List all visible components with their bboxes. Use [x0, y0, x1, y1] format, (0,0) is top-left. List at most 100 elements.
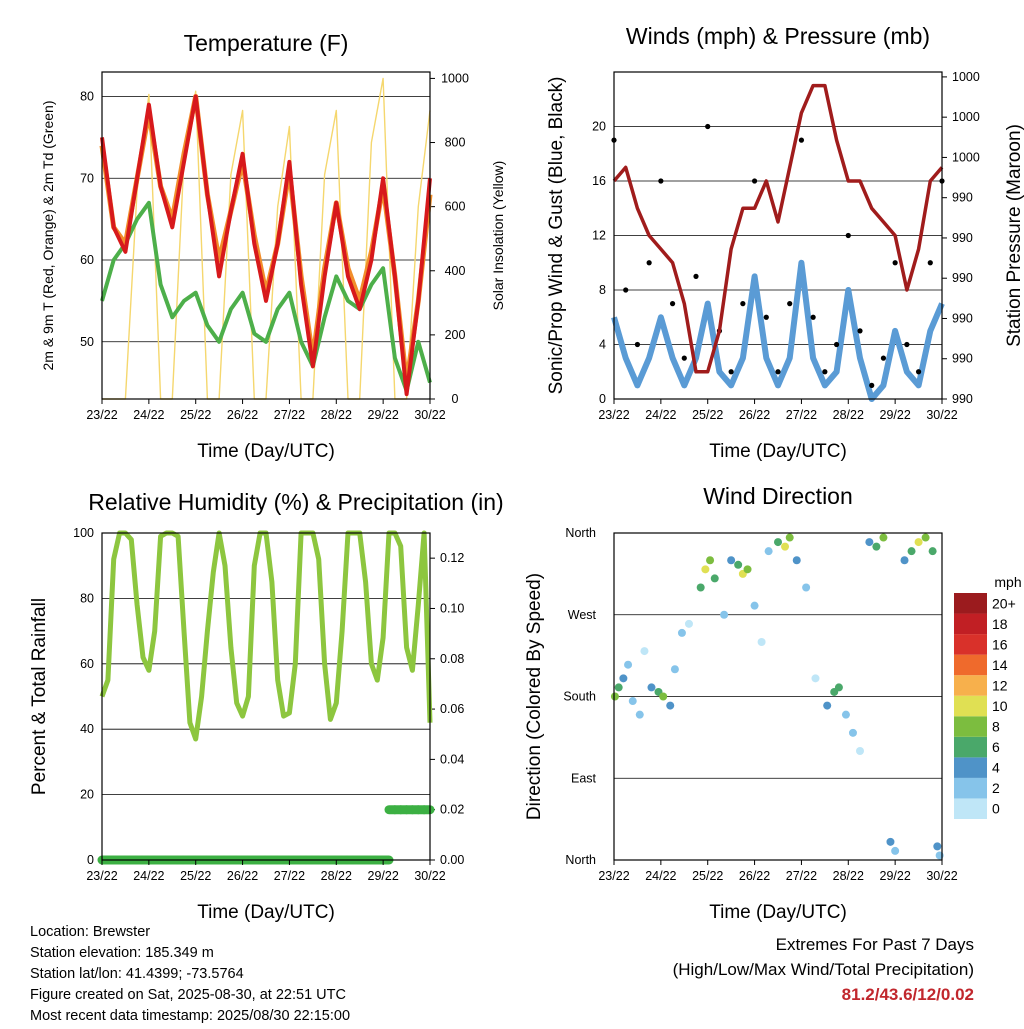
- x-tick-label: 23/22: [86, 869, 117, 883]
- x-tick-label: 28/22: [321, 869, 352, 883]
- y-tick-label: 16: [592, 174, 606, 188]
- colorbar-label: 0: [992, 801, 1000, 817]
- direction-point: [720, 610, 729, 619]
- direction-point: [706, 556, 715, 565]
- gust-point: [623, 287, 629, 293]
- colorbar-swatch: [954, 798, 987, 819]
- direction-point: [764, 547, 773, 556]
- x-axis-label: Time (Day/UTC): [197, 441, 335, 462]
- x-tick-label: 26/22: [227, 869, 258, 883]
- x-tick-label: 26/22: [227, 408, 258, 422]
- x-tick-label: 24/22: [645, 869, 676, 883]
- direction-point: [701, 565, 710, 574]
- direction-point: [933, 842, 942, 851]
- colorbar-label: 2: [992, 780, 1000, 796]
- direction-point: [792, 556, 801, 565]
- elevation-text: Station elevation: 185.349 m: [30, 945, 214, 961]
- colorbar-swatch: [954, 777, 987, 799]
- y2-tick-label: 1000: [952, 110, 980, 124]
- wind-series: [611, 259, 945, 402]
- colorbar-label: 16: [992, 636, 1008, 652]
- x-tick-label: 24/22: [645, 408, 676, 422]
- y-axis-label: 2m & 9m T (Red, Orange) & 2m Td (Green): [40, 101, 56, 371]
- gust-point: [634, 341, 641, 348]
- y2-tick-label: 600: [445, 200, 466, 214]
- y2-tick-label: 0.10: [440, 601, 464, 615]
- x-tick-label: 24/22: [133, 408, 164, 422]
- gust-point: [693, 273, 699, 279]
- direction-point: [865, 538, 874, 547]
- y-tick-label: 20: [592, 120, 606, 134]
- direction-point: [834, 683, 843, 692]
- direction-point: [841, 710, 850, 719]
- direction-point: [614, 683, 623, 692]
- direction-point: [659, 692, 668, 701]
- y2-tick-label: 0.06: [440, 702, 464, 716]
- x-tick-label: 27/22: [274, 869, 305, 883]
- recent-timestamp-text: Most recent data timestamp: 2025/08/30 2…: [30, 1008, 351, 1024]
- y-tick-label: 60: [80, 657, 94, 671]
- x-tick-label: 28/22: [321, 408, 352, 422]
- x-tick-label: 26/22: [739, 869, 770, 883]
- direction-point: [823, 701, 832, 710]
- chart-title: Temperature (F): [184, 30, 349, 56]
- y-tick-label: 0: [87, 853, 94, 867]
- direction-point: [677, 628, 686, 637]
- x-axis-label: Time (Day/UTC): [709, 441, 847, 462]
- gust-point: [681, 355, 687, 361]
- x-tick-label: 23/22: [86, 408, 117, 422]
- x-tick-label: 29/22: [368, 408, 399, 422]
- gust-point: [904, 341, 910, 348]
- x-tick-label: 27/22: [274, 408, 305, 422]
- gust-point: [880, 355, 887, 361]
- x-tick-label: 30/22: [414, 408, 445, 422]
- x-axis-label: Time (Day/UTC): [197, 902, 335, 923]
- direction-point: [781, 542, 790, 551]
- x-tick-label: 29/22: [880, 408, 911, 422]
- direction-point: [879, 533, 888, 542]
- direction-point: [757, 638, 766, 646]
- x-tick-label: 28/22: [833, 869, 864, 883]
- gust-point: [869, 382, 875, 388]
- direction-point: [848, 728, 857, 737]
- x-axis-label: Time (Day/UTC): [709, 902, 847, 923]
- gust-point: [728, 369, 734, 375]
- extremes-values: 81.2/43.6/12/0.02: [841, 985, 974, 1004]
- colorbar-swatch: [954, 736, 987, 758]
- plot-frame: [613, 71, 943, 400]
- y2-tick-label: 0.02: [440, 803, 464, 817]
- y-tick-label: 60: [80, 253, 94, 267]
- colorbar-swatch: [954, 634, 987, 655]
- y2-tick-label: 0.12: [440, 551, 464, 565]
- y2-tick-label: 990: [952, 231, 973, 245]
- y2-tick-label: 0.04: [440, 752, 464, 766]
- temp-2m-series: [100, 94, 432, 397]
- station-info: Location: Brewster Station elevation: 18…: [30, 922, 350, 1027]
- y2-tick-label: 1000: [952, 150, 980, 164]
- colorbar-label: 6: [992, 739, 1000, 755]
- y2-tick-label: 400: [445, 264, 466, 278]
- y-tick-label: 100: [73, 526, 94, 540]
- direction-point: [727, 556, 736, 565]
- extremes-box: Extremes For Past 7 Days (High/Low/Max W…: [673, 932, 974, 1007]
- direction-point: [774, 538, 782, 547]
- x-tick-label: 30/22: [926, 869, 957, 883]
- colorbar-swatch: [954, 757, 987, 778]
- gust-point: [669, 301, 676, 307]
- x-tick-label: 29/22: [880, 869, 911, 883]
- x-tick-label: 24/22: [133, 869, 164, 883]
- direction-point: [670, 665, 679, 674]
- direction-point: [750, 601, 759, 610]
- created-text: Figure created on Sat, 2025-08-30, at 22…: [30, 987, 346, 1003]
- colorbar-label: 10: [992, 698, 1008, 714]
- y-axis-label: Direction (Colored By Speed): [524, 573, 545, 820]
- y2-tick-label: 1000: [441, 71, 469, 85]
- y-tick-label: 50: [80, 335, 94, 349]
- y-tick-label: 8: [599, 283, 606, 297]
- y-tick-label: 80: [80, 90, 94, 104]
- y-tick-label: 20: [80, 788, 94, 802]
- direction-tick-label: East: [571, 771, 597, 785]
- y2-tick-label: 990: [952, 191, 973, 205]
- direction-point: [743, 565, 752, 574]
- chart-title: Wind Direction: [703, 483, 853, 509]
